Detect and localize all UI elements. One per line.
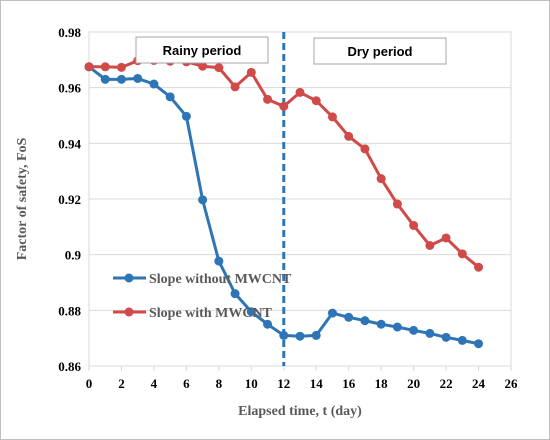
x-tick-label: 10 (245, 376, 258, 391)
data-point (100, 62, 110, 72)
data-point (311, 330, 321, 340)
data-point (214, 63, 224, 73)
data-point (425, 328, 435, 338)
data-point (457, 249, 467, 259)
dry-period-label: Dry period (347, 44, 412, 59)
data-point (149, 79, 159, 89)
data-point (230, 82, 240, 92)
data-point (376, 174, 386, 184)
data-point (474, 262, 484, 272)
data-point (263, 319, 273, 329)
data-point (360, 316, 370, 326)
rainy-period-box: Rainy period (135, 36, 269, 64)
y-axis-title: Factor of safety, FoS (15, 137, 30, 260)
x-tick-label: 24 (472, 376, 486, 391)
legend-label-with: Slope with MWCNT (149, 306, 273, 321)
data-point (198, 195, 208, 205)
x-tick-label: 14 (310, 376, 324, 391)
data-point (279, 330, 289, 340)
data-point (116, 74, 126, 84)
x-tick-label: 4 (151, 376, 158, 391)
data-point (246, 67, 256, 77)
x-tick-label: 2 (118, 376, 125, 391)
data-point (100, 74, 110, 84)
data-point (311, 96, 321, 106)
data-point (327, 112, 337, 122)
x-tick-label: 26 (505, 376, 519, 391)
data-point (230, 289, 240, 299)
data-point (198, 61, 208, 71)
x-tick-label: 22 (440, 376, 453, 391)
data-point (344, 131, 354, 141)
rainy-period-label: Rainy period (163, 43, 242, 58)
data-point (246, 307, 256, 317)
data-point (392, 199, 402, 209)
y-tick-label: 0.86 (58, 359, 81, 374)
x-tick-label: 8 (216, 376, 223, 391)
x-axis-ticks: 0 2 4 6 8 10 12 14 16 18 20 22 24 26 (86, 366, 518, 391)
y-tick-label: 0.98 (58, 25, 81, 40)
data-point (214, 256, 224, 266)
y-tick-label: 0.92 (58, 192, 81, 207)
y-axis-ticks: 0.86 0.88 0.9 0.92 0.94 0.96 0.98 (58, 25, 81, 374)
data-point (360, 144, 370, 154)
rainy-period-frame (135, 36, 269, 64)
data-point (376, 319, 386, 329)
y-tick-label: 0.9 (65, 248, 82, 263)
data-point (165, 92, 175, 102)
legend-swatch-marker-without (124, 273, 134, 283)
legend-label-without: Slope without MWCNT (149, 272, 292, 287)
series-with-mwcnt (84, 55, 484, 272)
data-point (133, 73, 143, 83)
data-point (84, 62, 94, 72)
data-point (181, 111, 191, 121)
data-point (441, 332, 451, 342)
data-point (441, 233, 451, 243)
data-point (295, 331, 305, 341)
data-point (116, 62, 126, 72)
x-tick-label: 12 (277, 376, 290, 391)
x-tick-label: 18 (375, 376, 389, 391)
dry-period-box: Dry period (313, 37, 447, 65)
data-point (409, 220, 419, 230)
x-tick-label: 6 (183, 376, 190, 391)
y-tick-label: 0.88 (58, 303, 81, 318)
dry-period-frame (313, 37, 447, 65)
data-point (263, 94, 273, 104)
x-tick-label: 16 (342, 376, 356, 391)
data-point (392, 322, 402, 332)
legend-swatch-marker-with (124, 307, 134, 317)
x-tick-label: 0 (86, 376, 93, 391)
data-point (344, 312, 354, 322)
data-point (425, 240, 435, 250)
data-point (295, 87, 305, 97)
data-point (279, 101, 289, 111)
data-point (327, 308, 337, 318)
data-point (409, 325, 419, 335)
data-point (474, 339, 484, 349)
legend: Slope without MWCNT Slope with MWCNT (113, 272, 292, 321)
x-axis-title: Elapsed time, t (day) (238, 404, 362, 419)
x-tick-label: 20 (407, 376, 420, 391)
y-tick-label: 0.96 (58, 81, 81, 96)
series-layer (84, 55, 484, 349)
data-point (457, 335, 467, 345)
y-tick-label: 0.94 (58, 136, 81, 151)
